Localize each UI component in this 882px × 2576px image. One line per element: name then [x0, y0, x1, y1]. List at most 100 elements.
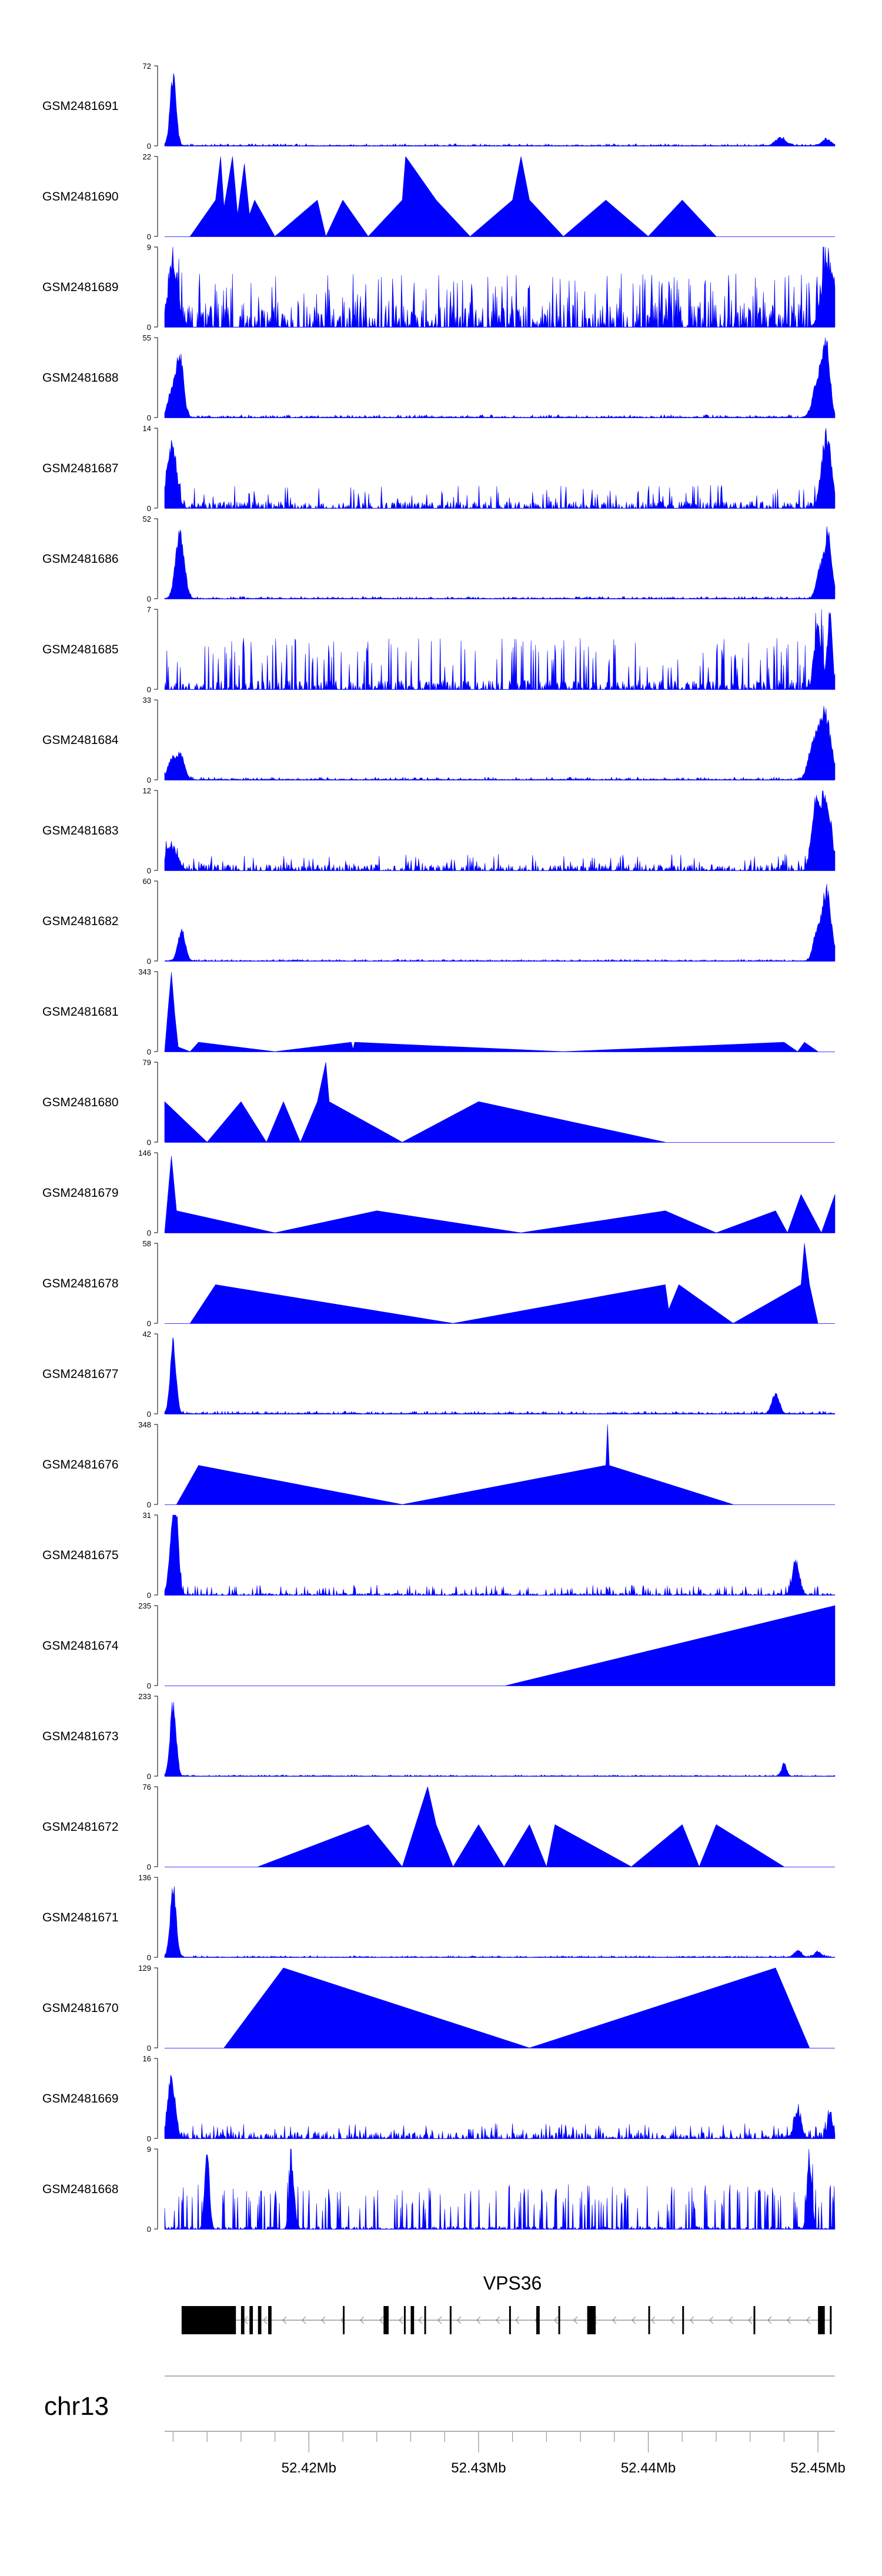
exon: [403, 2306, 406, 2334]
strand-arrow: [554, 2316, 559, 2324]
exon: [449, 2306, 452, 2334]
track-label: GSM2481679: [42, 1186, 119, 1200]
track-GSM2481685: GSM2481685 7 0: [42, 605, 836, 694]
y-tick-label-min: 0: [147, 504, 151, 513]
y-tick-label-min: 0: [147, 1229, 151, 1237]
track-label: GSM2481690: [42, 190, 119, 203]
chromosome-label: chr13: [44, 2392, 109, 2421]
track-GSM2481668: GSM2481668 9 0: [42, 2145, 836, 2234]
track-label: GSM2481668: [42, 2183, 119, 2196]
strand-arrow: [282, 2316, 287, 2324]
track-label: GSM2481680: [42, 1096, 119, 1109]
strand-arrow: [515, 2316, 520, 2324]
strand-arrow: [787, 2316, 791, 2324]
coverage-area: [164, 1156, 836, 1233]
track-label: GSM2481670: [42, 2001, 119, 2015]
y-tick-label-min: 0: [147, 1591, 151, 1600]
x-tick-label: 52.43Mb: [451, 2460, 506, 2476]
coverage-area: [164, 526, 836, 599]
y-tick-label-max: 52: [143, 515, 151, 523]
y-tick-label-min: 0: [147, 957, 151, 966]
strand-arrow: [709, 2316, 714, 2324]
exon: [818, 2306, 825, 2334]
track-GSM2481678: GSM2481678 58 0: [42, 1239, 835, 1328]
y-tick-label-min: 0: [147, 1681, 151, 1690]
exon: [181, 2306, 236, 2334]
exon: [558, 2306, 560, 2334]
y-tick-label-max: 129: [138, 1964, 151, 1973]
coverage-area: [164, 246, 836, 328]
strand-arrow: [360, 2316, 365, 2324]
strand-arrow: [379, 2316, 384, 2324]
track-label: GSM2481689: [42, 281, 119, 294]
x-tick-label: 52.44Mb: [621, 2460, 676, 2476]
track-label: GSM2481691: [42, 99, 119, 113]
strand-arrow: [748, 2316, 753, 2324]
coverage-area: [164, 2148, 836, 2230]
exon: [536, 2306, 540, 2334]
y-tick-label-max: 233: [138, 1692, 151, 1701]
y-tick-label-max: 136: [138, 1873, 151, 1882]
track-GSM2481677: GSM2481677 42 0: [42, 1330, 836, 1419]
y-tick-label-max: 60: [143, 877, 151, 886]
exon: [424, 2306, 426, 2334]
track-GSM2481691: GSM2481691 72 0: [42, 62, 836, 151]
track-GSM2481689: GSM2481689 9 0: [42, 243, 836, 332]
coverage-area: [164, 2075, 836, 2139]
strand-arrow: [476, 2316, 481, 2324]
coverage-area: [164, 883, 836, 962]
y-tick-label-max: 14: [143, 424, 151, 433]
coverage-area: [190, 1243, 818, 1324]
track-GSM2481680: GSM2481680 79 0: [42, 1058, 835, 1147]
coverage-area: [164, 428, 836, 509]
track-GSM2481670: GSM2481670 129 0: [42, 1964, 835, 2053]
track-GSM2481675: GSM2481675 31 0: [42, 1511, 836, 1600]
track-label: GSM2481688: [42, 371, 119, 385]
y-tick-label-min: 0: [147, 1953, 151, 1962]
y-tick-label-max: 42: [143, 1330, 151, 1339]
track-GSM2481674: GSM2481674 235 0: [42, 1601, 836, 1690]
track-label: GSM2481683: [42, 824, 119, 837]
exon: [240, 2306, 245, 2334]
y-tick-label-max: 12: [143, 786, 151, 795]
y-tick-label-max: 348: [138, 1420, 151, 1429]
y-tick-label-min: 0: [147, 1772, 151, 1781]
y-tick-label-max: 79: [143, 1058, 151, 1067]
strand-arrow: [457, 2316, 462, 2324]
y-tick-label-min: 0: [147, 2225, 151, 2234]
track-label: GSM2481678: [42, 1277, 119, 1290]
y-tick-label-min: 0: [147, 1047, 151, 1056]
gene-track: VPS36: [181, 2273, 832, 2334]
coverage-area: [164, 790, 836, 871]
y-tick-label-min: 0: [147, 2044, 151, 2053]
x-tick-label: 52.42Mb: [282, 2460, 336, 2476]
y-tick-label-max: 7: [147, 605, 151, 614]
coverage-area: [190, 156, 717, 237]
track-label: GSM2481685: [42, 643, 119, 656]
coverage-area: [164, 706, 836, 780]
y-tick-label-min: 0: [147, 2134, 151, 2143]
coverage-area: [164, 1886, 836, 1958]
exon: [830, 2306, 832, 2334]
gene-name-label: VPS36: [483, 2273, 542, 2294]
coverage-area: [164, 1514, 836, 1596]
exon: [258, 2306, 262, 2334]
y-tick-label-min: 0: [147, 413, 151, 422]
track-GSM2481684: GSM2481684 33 0: [42, 696, 836, 785]
coverage-area: [164, 337, 836, 418]
strand-arrow: [806, 2316, 811, 2324]
y-tick-label-min: 0: [147, 232, 151, 241]
track-GSM2481683: GSM2481683 12 0: [42, 786, 836, 875]
strand-arrow: [437, 2316, 442, 2324]
y-tick-label-max: 343: [138, 967, 151, 976]
coverage-area: [164, 73, 836, 146]
exon: [682, 2306, 684, 2334]
exon: [268, 2306, 272, 2334]
track-label: GSM2481671: [42, 1911, 119, 1924]
track-label: GSM2481674: [42, 1639, 119, 1653]
track-GSM2481671: GSM2481671 136 0: [42, 1873, 836, 1962]
track-label: GSM2481669: [42, 2092, 119, 2105]
y-tick-label-min: 0: [147, 1319, 151, 1328]
y-tick-label-max: 9: [147, 243, 151, 252]
track-label: GSM2481676: [42, 1458, 119, 1471]
